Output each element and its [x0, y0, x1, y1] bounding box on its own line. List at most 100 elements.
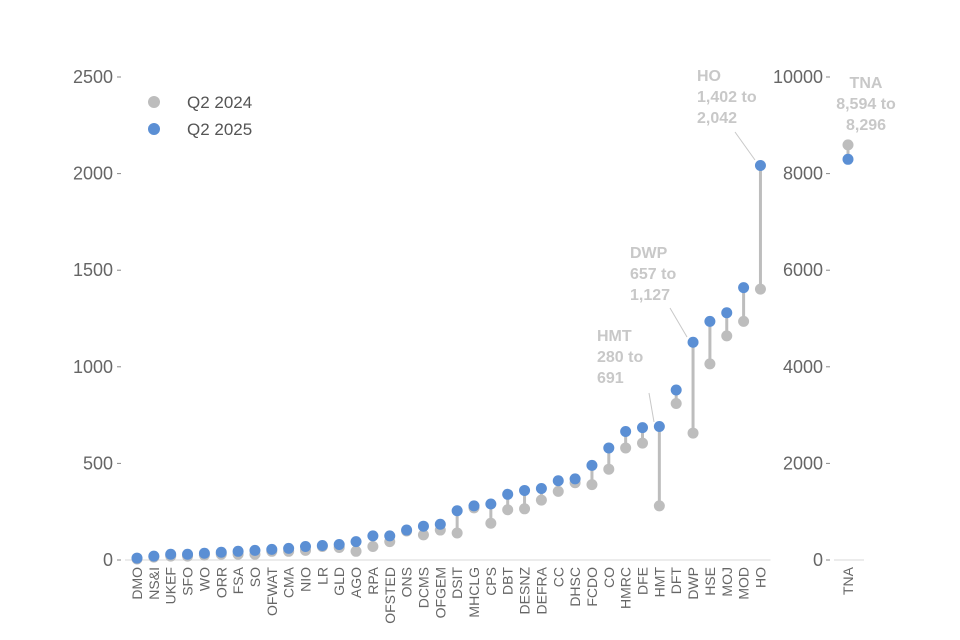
left-tick-label: 500 [83, 453, 113, 473]
legend-label-q2-2025: Q2 2025 [187, 120, 252, 139]
x-tick-label-dwp: DWP [685, 567, 701, 600]
point-q2-2024-mod [738, 315, 750, 327]
x-tick-label-ns-i: NS&I [146, 567, 162, 600]
x-tick-label-ago: AGO [348, 567, 364, 598]
point-q2-2025-ns-i [148, 550, 160, 562]
x-tick-label-orr: ORR [213, 567, 229, 598]
point-q2-2025-tna [842, 153, 854, 165]
point-q2-2025-lr [316, 540, 328, 552]
point-q2-2025-rpa [367, 530, 379, 542]
point-q2-2024-co [603, 463, 615, 475]
point-q2-2025-ofgem [434, 518, 446, 530]
point-q2-2024-moj [721, 330, 733, 342]
annotation-layer: HMT 280 to 691 DWP 657 to 1,127 HO 1,402 to 2,04… [597, 68, 896, 423]
point-q2-2025-ago [350, 536, 362, 548]
point-q2-2025-dsit [451, 505, 463, 517]
point-q2-2025-co [603, 442, 615, 454]
point-q2-2025-ho [754, 159, 766, 171]
annotation-hmt-line-3: 691 [597, 370, 624, 387]
x-tick-label-ons: ONS [399, 567, 415, 597]
annotation-leader-dwp [669, 307, 688, 338]
left-tick-label: 2500 [73, 67, 113, 87]
annotation-ho-line-1: HO [697, 68, 721, 85]
point-q2-2024-dfe [637, 437, 648, 449]
x-tick-label-desnz: DESNZ [517, 567, 533, 615]
left-tick-label: 2000 [73, 164, 113, 184]
points-layer [131, 139, 854, 565]
point-q2-2025-dcms [417, 520, 429, 532]
legend-marker-q2-2025 [148, 123, 160, 135]
right-tick-label: 8000 [783, 164, 823, 184]
right-tick-label: 10000 [773, 67, 823, 87]
x-tick-label-cma: CMA [281, 566, 297, 598]
point-q2-2024-cps [485, 517, 497, 529]
point-q2-2025-so [249, 544, 261, 556]
point-q2-2024-fcdo [586, 479, 598, 491]
point-q2-2025-ukef [165, 548, 177, 560]
x-tick-label-dhsc: DHSC [567, 567, 583, 607]
right-tick-label: 0 [813, 550, 823, 570]
point-q2-2025-cc [552, 475, 564, 487]
x-tick-label-co: CO [601, 567, 617, 588]
x-tick-label-cc: CC [550, 567, 566, 587]
point-q2-2025-wo [198, 547, 210, 559]
point-q2-2025-hmt [653, 420, 665, 432]
annotation-tna-line-3: 8,296 [846, 117, 886, 134]
point-q2-2024-ago [350, 545, 362, 557]
point-q2-2024-cc [552, 485, 564, 497]
x-tick-label-ofsted: OFSTED [382, 567, 398, 624]
annotation-dwp-line-3: 1,127 [630, 287, 670, 304]
annotation-dwp-line-1: DWP [630, 245, 668, 262]
annotation-hmt-line-1: HMT [597, 328, 632, 345]
point-q2-2025-dft [670, 384, 682, 396]
point-q2-2025-hse [704, 315, 716, 327]
x-tick-label-mhclg: MHCLG [466, 567, 482, 618]
annotation-hmt-line-2: 280 to [597, 349, 643, 366]
x-tick-label-dmo: DMO [129, 567, 145, 600]
annotation-leader-hmt [648, 392, 655, 423]
point-q2-2025-dmo [131, 552, 143, 564]
x-tick-label-hmrc: HMRC [618, 567, 634, 609]
x-tick-label-wo: WO [196, 567, 212, 591]
x-tick-label-dfe: DFE [635, 567, 651, 595]
point-q2-2024-dbt [502, 504, 514, 516]
point-q2-2025-nio [300, 540, 311, 552]
point-q2-2024-dcms [417, 529, 429, 541]
legend-marker-q2-2024 [148, 96, 160, 108]
point-q2-2024-defra [535, 494, 547, 506]
annotation-tna-line-1: TNA [850, 75, 883, 92]
point-q2-2025-cps [485, 498, 497, 510]
point-q2-2025-desnz [519, 484, 531, 496]
point-q2-2025-dfe [637, 422, 648, 434]
point-q2-2025-ons [401, 524, 413, 536]
right-tick-label: 4000 [783, 357, 823, 377]
point-q2-2025-ofsted [384, 530, 396, 542]
point-q2-2025-dbt [502, 488, 514, 500]
point-q2-2025-moj [721, 307, 733, 319]
point-q2-2024-dsit [451, 527, 463, 539]
x-tick-label-cps: CPS [483, 567, 499, 596]
x-tick-label-ukef: UKEF [163, 567, 179, 604]
x-tick-label-dsit: DSIT [449, 567, 465, 599]
point-q2-2025-cma [283, 542, 295, 554]
point-q2-2025-orr [215, 546, 227, 558]
x-tick-label-dcms: DCMS [415, 567, 431, 608]
annotation-ho-line-2: 1,402 to [697, 89, 757, 106]
left-tick-label: 1500 [73, 260, 113, 280]
point-q2-2025-mod [738, 282, 750, 294]
connector-layer [135, 144, 850, 560]
point-q2-2025-ofwat [266, 543, 278, 555]
point-q2-2025-fcdo [586, 459, 598, 471]
x-tick-label-dbt: DBT [500, 567, 516, 595]
legend-label-q2-2024: Q2 2024 [187, 93, 252, 112]
point-q2-2025-fsa [232, 545, 244, 557]
x-tick-label-mod: MOD [736, 567, 752, 600]
x-tick-label-hmt: HMT [651, 567, 667, 598]
point-q2-2025-sfo [182, 548, 194, 560]
x-tick-label-ofgem: OFGEM [432, 567, 448, 618]
point-q2-2024-hmt [653, 500, 665, 512]
x-tick-label-ofwat: OFWAT [264, 567, 280, 616]
x-tick-label-hse: HSE [702, 567, 718, 596]
x-tick-label-tna: TNA [840, 566, 856, 595]
